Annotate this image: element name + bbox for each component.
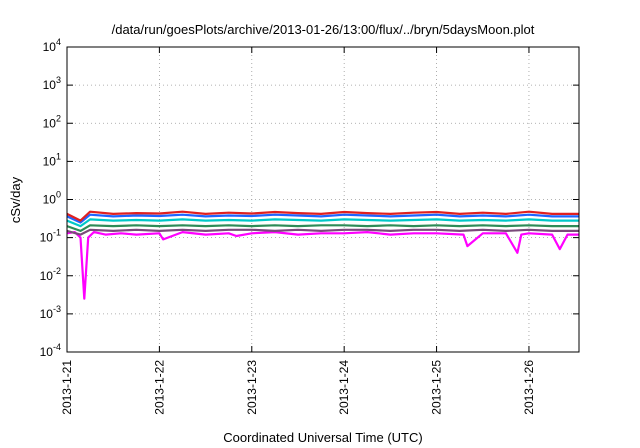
y-tick-label: 10-2	[40, 266, 61, 283]
series-line	[66, 213, 579, 224]
x-axis-label: Coordinated Universal Time (UTC)	[223, 430, 422, 445]
series-line	[66, 228, 579, 236]
y-tick-label: 10-3	[40, 304, 61, 321]
x-tick-label: 2013-1-25	[430, 360, 444, 415]
chart-title: /data/run/goesPlots/archive/2013-01-26/1…	[112, 22, 535, 37]
y-tick-label: 104	[43, 37, 61, 54]
x-tick-label: 2013-1-24	[337, 360, 351, 415]
y-axis-label: cSv/day	[8, 176, 23, 223]
series-layer	[66, 210, 579, 300]
x-tick-label: 2013-1-26	[522, 360, 536, 415]
y-tick-label: 100	[43, 190, 61, 207]
y-tick-label: 10-1	[40, 228, 61, 245]
series-line	[66, 224, 579, 232]
series-line	[66, 231, 579, 300]
y-tick-label: 103	[43, 75, 61, 92]
tick-layer: 104 103 102 101 100 10-1 10-2 10-3 10-42013-1-21…	[40, 37, 579, 415]
series-line	[66, 210, 579, 222]
x-tick-label: 2013-1-22	[152, 360, 166, 415]
y-tick-label: 102	[43, 113, 61, 130]
series-line	[66, 218, 579, 228]
x-tick-label: 2013-1-21	[60, 360, 74, 415]
y-tick-label: 101	[43, 151, 61, 168]
y-tick-label: 10-4	[40, 342, 61, 359]
x-tick-label: 2013-1-23	[245, 360, 259, 415]
grid-layer	[67, 47, 579, 352]
